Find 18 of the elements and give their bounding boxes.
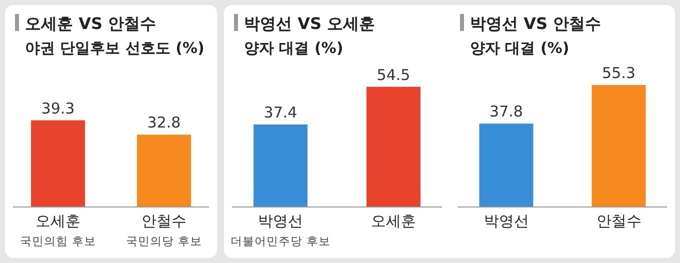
- data-label: 55.3: [602, 64, 636, 82]
- data-label: 54.5: [376, 66, 410, 84]
- x-tick-label: 안철수 국민의당 후보: [126, 212, 202, 248]
- data-label: 32.8: [147, 114, 181, 132]
- data-label: 37.8: [490, 102, 523, 121]
- chart-title: 박영선 VS 안철수: [470, 14, 602, 33]
- chart-subtitle: 야권 단일후보 선호도 (%): [25, 39, 204, 57]
- x-tick-label: 박영선: [484, 212, 529, 230]
- chart-title: 오세훈 VS 안철수: [25, 14, 156, 33]
- x-tick-label: 안철수: [596, 212, 642, 230]
- data-label: 37.4: [264, 103, 298, 122]
- chart-title: 박영선 VS 오세훈: [244, 14, 376, 33]
- x-tick-label: 박영선 더불어민주당 후보: [230, 212, 330, 248]
- x-tick-label: 오세훈: [371, 212, 416, 230]
- data-label: 39.3: [41, 99, 75, 118]
- x-tick-label: 오세훈 국민의힘 후보: [20, 212, 96, 248]
- chart-subtitle: 양자 대결 (%): [470, 39, 570, 57]
- chart-subtitle: 양자 대결 (%): [244, 39, 344, 57]
